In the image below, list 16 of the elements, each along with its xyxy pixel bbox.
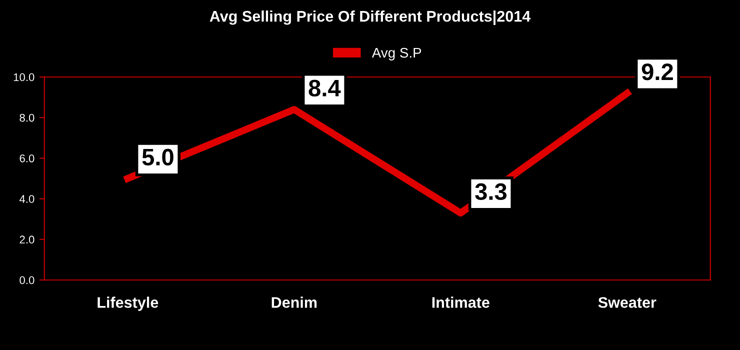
x-tick-label: Sweater [598,297,656,308]
y-tick-label: 0.0 [20,276,34,284]
y-tick-label: 10.0 [14,73,34,82]
data-label: 3.3 [475,183,507,200]
legend-label: Avg S.P [372,48,422,60]
data-label: 8.4 [308,80,341,96]
data-label: 9.2 [642,64,673,80]
x-tick-label: Lifestyle [98,296,158,311]
data-label: 5.0 [142,148,174,166]
y-tick-label: 4.0 [19,195,34,203]
y-tick-label: 2.0 [20,236,34,244]
y-tick-label: 6.0 [20,154,34,162]
x-tick-label: Intimate [432,296,490,308]
x-tick-label: Denim [272,296,317,308]
y-tick-label: 8.0 [20,114,34,122]
chart-title: Avg Selling Price Of Different Products|2014 [210,10,531,25]
